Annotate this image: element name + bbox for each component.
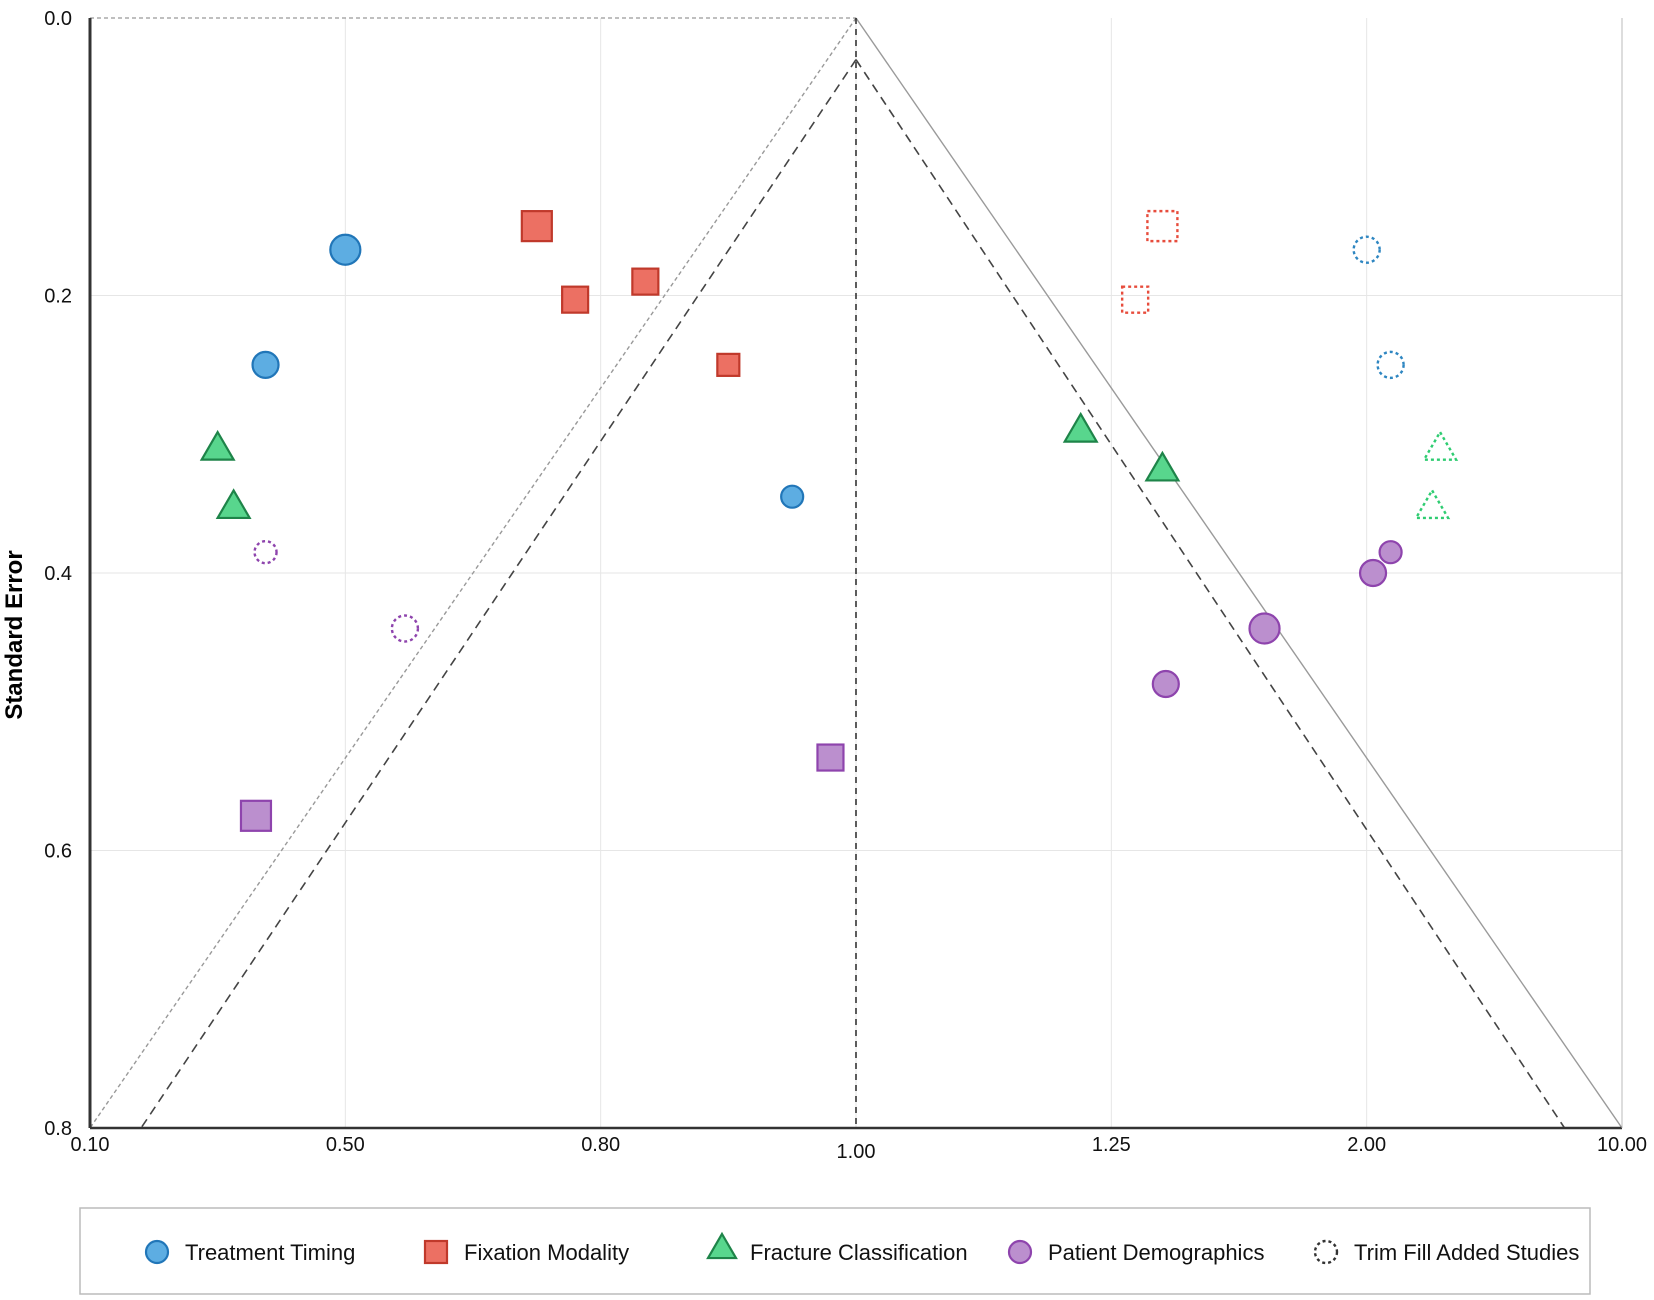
legend: Treatment Timing Fixation Modality Fractur… xyxy=(79,1207,1591,1295)
legend-marker xyxy=(1313,1239,1339,1265)
data-point xyxy=(1062,411,1099,443)
data-point xyxy=(1248,612,1281,645)
legend-label: Trim Fill Added Studies xyxy=(1354,1240,1579,1265)
x-tick-label: 0.10 xyxy=(71,1134,110,1156)
x-tick-label: 2.00 xyxy=(1347,1134,1386,1156)
funnel-outer-right xyxy=(855,17,1623,1129)
trim-fill-point xyxy=(390,614,420,643)
data-point xyxy=(631,267,660,296)
trim-fill-point xyxy=(1421,429,1459,461)
trim-fill-point xyxy=(1414,488,1451,520)
data-point xyxy=(215,488,252,520)
data-point xyxy=(1378,540,1403,565)
data-points xyxy=(199,209,1459,832)
legend-label: Treatment Timing xyxy=(185,1240,355,1265)
x-tick-label: 0.80 xyxy=(581,1134,620,1156)
funnel-inner-right xyxy=(855,59,1566,1129)
x-tick-label: 10.00 xyxy=(1597,1134,1647,1156)
y-tick-label: 0.8 xyxy=(44,1118,72,1140)
trim-fill-point xyxy=(1352,235,1381,264)
trim-fill-point xyxy=(1120,285,1150,314)
data-point xyxy=(239,799,273,832)
series-patient-demographics xyxy=(239,539,1403,832)
x-tick-label: 1.00 xyxy=(837,1141,876,1163)
y-tick-label: 0.2 xyxy=(44,286,72,308)
x-tick-label: 1.25 xyxy=(1092,1134,1131,1156)
axes: 0.10 0.50 0.80 1.00 1.25 2.00 10.00 0.0 0.2 0.4 0.… xyxy=(44,8,1647,1163)
funnel-outer-left xyxy=(89,17,857,1129)
legend-box xyxy=(79,1207,1591,1295)
trim-fill-point xyxy=(253,539,278,565)
data-point xyxy=(561,285,590,314)
series-fracture-classification xyxy=(199,411,1459,520)
data-point xyxy=(199,429,236,461)
series-fixation-modality xyxy=(520,209,1179,377)
data-point xyxy=(329,233,362,266)
legend-marker xyxy=(423,1239,449,1265)
data-point xyxy=(251,350,280,379)
series-treatment-timing xyxy=(251,233,1405,509)
trim-fill-point xyxy=(1376,350,1405,380)
funnel-lines xyxy=(89,17,1623,1129)
x-tick-label: 0.50 xyxy=(326,1134,365,1156)
data-point xyxy=(816,743,845,772)
legend-marker xyxy=(144,1239,170,1265)
legend-marker xyxy=(1007,1239,1033,1265)
y-tick-label: 0.4 xyxy=(44,563,72,585)
data-point xyxy=(716,352,741,377)
legend-label: Fracture Classification xyxy=(750,1240,968,1265)
data-point xyxy=(520,210,553,243)
y-axis-label: Standard Error xyxy=(1,550,28,719)
legend-marker xyxy=(706,1231,738,1260)
legend-label: Patient Demographics xyxy=(1048,1240,1264,1265)
y-tick-label: 0.6 xyxy=(44,841,72,863)
y-tick-label: 0.0 xyxy=(44,8,72,30)
data-point xyxy=(780,484,805,509)
funnel-inner-left xyxy=(140,59,857,1129)
data-point xyxy=(1151,669,1180,699)
data-point xyxy=(1358,558,1388,588)
legend-label: Fixation Modality xyxy=(464,1240,629,1265)
data-point xyxy=(1144,450,1181,482)
trim-fill-point xyxy=(1146,209,1179,243)
